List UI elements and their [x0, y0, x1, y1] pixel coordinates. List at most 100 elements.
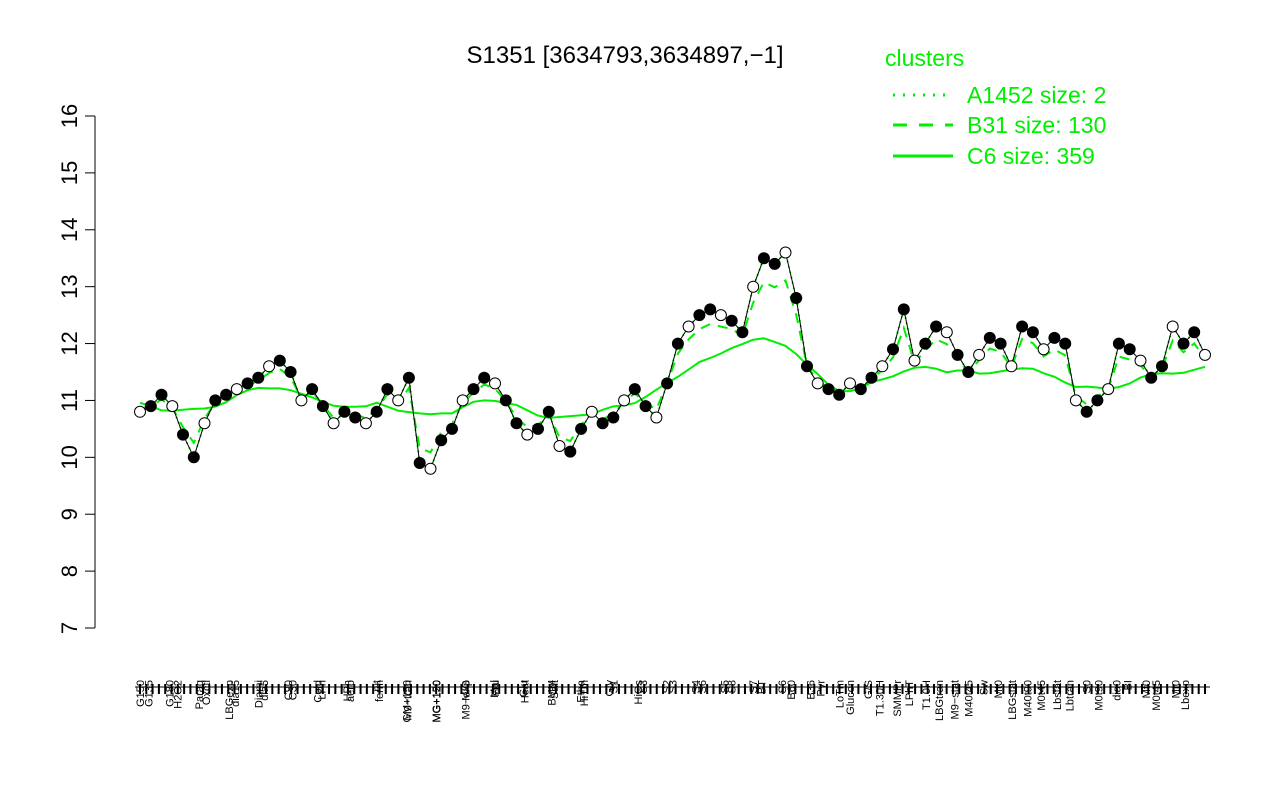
data-point [811, 377, 824, 390]
x-tick-label-upper: Lbexp [1180, 680, 1192, 710]
data-point [134, 405, 146, 418]
data-point [639, 400, 652, 413]
data-point [306, 383, 319, 396]
data-point [951, 348, 964, 361]
x-tick-label-upper: G/S [863, 680, 875, 699]
data-point [1177, 337, 1190, 350]
x-tick-label-upper: S4 [691, 680, 703, 693]
data-point [779, 246, 792, 259]
x-tick-label-lower: BT [756, 680, 768, 694]
y-tick-label: 7 [57, 622, 82, 634]
data-point [499, 394, 512, 407]
data-point [1156, 360, 1168, 373]
data-point [801, 360, 813, 373]
data-point [144, 400, 157, 413]
x-tick-label-lower: S6 [697, 680, 709, 693]
data-point [532, 422, 544, 435]
data-point [166, 400, 179, 413]
data-point [822, 383, 835, 396]
x-tick-label-lower: S3 [668, 680, 680, 693]
value-trace [139, 251, 1206, 470]
y-tick-label: 11 [57, 389, 82, 412]
data-point [1188, 326, 1201, 339]
data-point [413, 457, 426, 469]
x-axis: G135 H2O2 Oxctl dia15 dia5 C30 LPh aero ferm M9−t… [135, 679, 1210, 723]
data-point [338, 405, 351, 418]
data-point [263, 360, 276, 373]
data-point [736, 326, 749, 339]
legend-label-a1452: A1452 size: 2 [967, 82, 1106, 108]
y-ticks: 7 8 9 10 11 12 13 14 15 16 [57, 104, 95, 634]
data-point [1145, 371, 1158, 384]
x-tick-label-lower: Lbstat [1052, 680, 1064, 710]
x-tick-label-upper: dia15 [230, 680, 242, 707]
x-tick-label-upper: S5 [719, 680, 731, 693]
series-layer [139, 250, 1206, 471]
x-tick-label-upper: M9−tran [403, 680, 415, 721]
data-point [661, 377, 674, 390]
x-tick-label-lower: MG+150 [431, 680, 443, 723]
x-tick-label-lower: Paraq [194, 680, 206, 709]
data-point [1080, 405, 1093, 418]
points-layer [134, 246, 1211, 475]
data-point [983, 331, 996, 344]
x-tick-label-lower: Cold [313, 680, 325, 703]
x-tick-label-upper: B36 [806, 680, 818, 700]
data-point [489, 377, 501, 390]
x-tick-label-lower: S8 [727, 680, 739, 693]
data-point [833, 388, 846, 401]
x-tick-label-lower: nit [372, 680, 384, 692]
data-point [542, 405, 555, 418]
x-tick-label-lower: C90 [283, 680, 295, 700]
x-tick-label-lower: Pyr [815, 680, 827, 697]
x-tick-label-upper: Etha [575, 679, 587, 703]
x-tick-label-lower: LBGtran [934, 680, 946, 721]
data-point [230, 383, 243, 396]
data-point [585, 405, 598, 418]
x-tick-label-lower: Glucon [845, 680, 857, 715]
data-point [521, 428, 534, 441]
data-point [1199, 348, 1211, 361]
data-point [575, 422, 588, 435]
data-point [940, 326, 953, 339]
x-tick-label-lower: M40t45 [963, 680, 975, 717]
data-point [876, 360, 889, 373]
x-tick-label-upper: S2 [662, 680, 674, 693]
x-tick-label-lower: Fru [490, 680, 502, 697]
data-point [854, 383, 867, 396]
data-point [446, 422, 458, 435]
data-point [1069, 394, 1082, 407]
data-point [596, 417, 609, 430]
data-point [284, 366, 297, 378]
data-point [628, 383, 641, 396]
x-tick-label-lower: Mt0 [1141, 680, 1153, 698]
data-point [1166, 320, 1179, 333]
x-tick-label-lower: M40t90 [1023, 680, 1035, 717]
data-point [273, 354, 286, 367]
data-point [725, 314, 738, 327]
data-point [424, 462, 437, 475]
series-line-a1452 [139, 250, 1206, 471]
data-point [887, 343, 899, 356]
x-tick-label-upper: G135 [144, 680, 156, 707]
data-point [757, 252, 770, 265]
data-point [671, 337, 684, 350]
data-point [1048, 331, 1061, 344]
data-point [693, 309, 706, 322]
data-point [402, 371, 415, 384]
x-tick-label-upper: ferm [374, 680, 386, 702]
data-point [456, 394, 469, 407]
y-tick-label: 12 [57, 331, 82, 355]
legend-label-b31: B31 size: 130 [967, 112, 1106, 138]
data-point [865, 371, 878, 384]
x-tick-label-lower: G150 [135, 680, 147, 707]
data-point [747, 280, 760, 293]
data-point [295, 394, 308, 407]
x-tick-label-upper: Mal [489, 680, 501, 698]
x-tick-label-upper: LBGstat [1007, 680, 1019, 720]
y-tick-label: 13 [57, 274, 82, 298]
x-tick-label-lower: LPhT [904, 680, 916, 707]
x-tick-label-lower: GM+150 [401, 680, 413, 723]
x-tick-label-lower: dia0 [1111, 680, 1123, 701]
